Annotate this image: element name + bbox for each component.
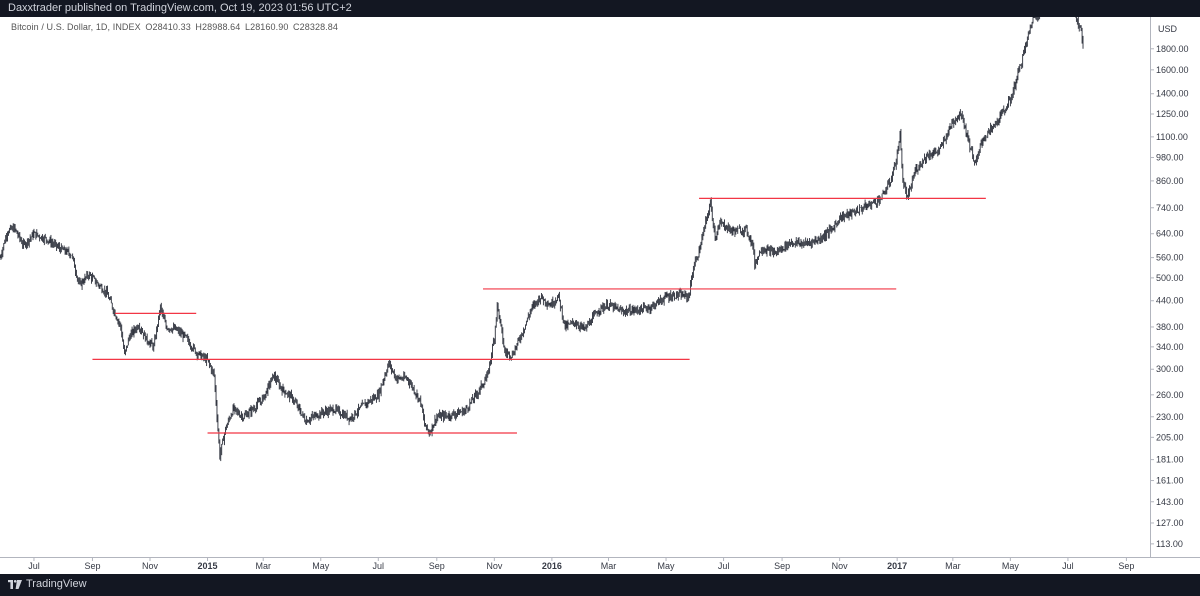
x-tick-label: Jul [28,561,40,571]
y-tick-label: 1600.00 [1156,65,1189,75]
y-tick-label: 860.00 [1156,176,1184,186]
x-tick-label: Mar [255,561,271,571]
x-tick-label: Mar [601,561,617,571]
price-chart[interactable]: USD 1800.00 1600.00 1400.00 1250.00 1100.00 98… [0,17,1200,574]
ohlc-legend: Bitcoin / U.S. Dollar, 1D, INDEX O28410.… [11,22,340,32]
y-tick-label: 1800.00 [1156,44,1189,54]
y-tick-label: 740.00 [1156,203,1184,213]
x-tick-label: Jul [718,561,730,571]
x-tick-label: Nov [486,561,503,571]
y-tick-label: 161.00 [1156,476,1184,486]
x-tick-label: May [1002,561,1020,571]
open-value: O28410.33 [145,22,191,32]
high-value: H28988.64 [195,22,241,32]
x-tick-label: May [312,561,330,571]
close-value: C28328.84 [293,22,338,32]
x-tick-label: Nov [832,561,849,571]
candle-group [0,17,1084,462]
x-tick-label: Jul [1062,561,1074,571]
x-tick-label: Jul [373,561,385,571]
y-tick-label: 205.00 [1156,432,1184,442]
currency-label: USD [1158,24,1178,34]
x-tick-label: Sep [1118,561,1134,571]
y-tick-label: 113.00 [1156,539,1183,549]
tradingview-logo-icon [8,579,22,589]
y-tick-label: 980.00 [1156,153,1184,163]
y-tick-label: 340.00 [1156,342,1184,352]
y-tick-label: 300.00 [1156,364,1184,374]
x-tick-label: Mar [945,561,961,571]
y-tick-label: 127.00 [1156,518,1184,528]
x-tick-label: Nov [142,561,159,571]
x-tick-label: 2015 [198,561,218,571]
y-tick-label: 230.00 [1156,412,1184,422]
chart-area[interactable]: USD 1800.00 1600.00 1400.00 1250.00 1100.00 98… [0,17,1200,574]
y-tick-label: 1250.00 [1156,109,1189,119]
symbol-label: Bitcoin / U.S. Dollar, 1D, INDEX [11,22,141,32]
y-tick-label: 440.00 [1156,296,1184,306]
x-tick-label: 2017 [887,561,907,571]
x-tick-label: Sep [429,561,445,571]
y-tick-label: 1100.00 [1156,132,1188,142]
y-tick-label: 1400.00 [1156,89,1189,99]
footer-bar: TradingView [0,574,1200,596]
low-value: L28160.90 [244,22,289,32]
brand-label: TradingView [26,578,87,590]
y-tick-label: 181.00 [1156,455,1184,465]
tradingview-brand[interactable]: TradingView [8,578,87,590]
x-tick-label: May [658,561,676,571]
x-tick-label: Sep [774,561,790,571]
y-tick-label: 143.00 [1156,497,1184,507]
x-tick-label: 2016 [542,561,562,571]
y-tick-label: 260.00 [1156,390,1184,400]
publish-header: Daxxtrader published on TradingView.com,… [0,0,1200,17]
publish-line: Daxxtrader published on TradingView.com,… [8,2,352,14]
y-tick-label: 560.00 [1156,253,1184,263]
y-tick-label: 380.00 [1156,322,1184,332]
x-tick-label: Sep [84,561,100,571]
y-tick-label: 640.00 [1156,229,1184,239]
y-tick-label: 500.00 [1156,273,1184,283]
